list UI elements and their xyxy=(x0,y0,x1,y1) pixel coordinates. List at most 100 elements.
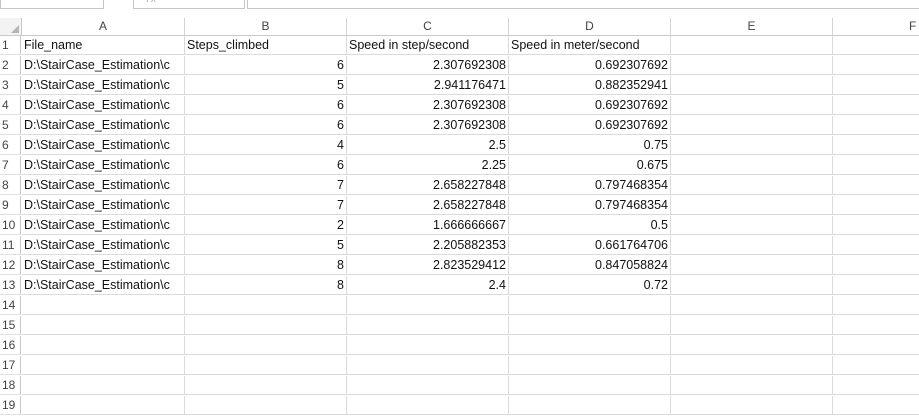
cell[interactable] xyxy=(671,396,833,415)
row-header[interactable]: 10 xyxy=(0,216,21,235)
cell[interactable] xyxy=(671,316,833,335)
cell[interactable]: D:\StairCase_Estimation\c xyxy=(22,56,185,75)
cell[interactable]: 0.675 xyxy=(509,156,671,175)
cell[interactable] xyxy=(671,216,833,235)
cell[interactable]: 1.666666667 xyxy=(347,216,509,235)
row-header[interactable]: 15 xyxy=(0,316,21,335)
cell[interactable] xyxy=(509,316,671,335)
row-header[interactable]: 13 xyxy=(0,276,21,295)
cell[interactable]: D:\StairCase_Estimation\c xyxy=(22,216,185,235)
cell[interactable] xyxy=(833,196,919,215)
cell[interactable]: 0.797468354 xyxy=(509,176,671,195)
cell[interactable]: 0.847058824 xyxy=(509,256,671,275)
column-header-b[interactable]: B xyxy=(185,18,347,36)
cell[interactable] xyxy=(185,396,347,415)
cell[interactable] xyxy=(833,96,919,115)
cell[interactable] xyxy=(185,316,347,335)
cell[interactable] xyxy=(833,316,919,335)
cell[interactable] xyxy=(833,156,919,175)
column-header-e[interactable]: E xyxy=(671,18,833,36)
cell[interactable] xyxy=(671,256,833,275)
cell[interactable] xyxy=(833,356,919,375)
cell[interactable]: File_name xyxy=(22,36,185,55)
cell[interactable] xyxy=(347,316,509,335)
cell[interactable] xyxy=(509,396,671,415)
cell[interactable] xyxy=(671,276,833,295)
row-header[interactable]: 14 xyxy=(0,296,21,315)
function-buttons[interactable]: fx xyxy=(133,0,245,9)
cell[interactable] xyxy=(347,296,509,315)
cell[interactable]: 0.72 xyxy=(509,276,671,295)
cell[interactable]: 2.941176471 xyxy=(347,76,509,95)
cell[interactable]: 6 xyxy=(185,56,347,75)
cell[interactable]: 0.5 xyxy=(509,216,671,235)
row-header[interactable]: 18 xyxy=(0,376,21,395)
cell[interactable] xyxy=(22,376,185,395)
cell[interactable] xyxy=(347,376,509,395)
cell[interactable]: D:\StairCase_Estimation\c xyxy=(22,196,185,215)
cell[interactable] xyxy=(833,256,919,275)
cell[interactable]: 2.307692308 xyxy=(347,116,509,135)
cell[interactable]: D:\StairCase_Estimation\c xyxy=(22,76,185,95)
cell[interactable]: 2 xyxy=(185,216,347,235)
row-header[interactable]: 2 xyxy=(0,56,21,75)
cell[interactable] xyxy=(833,336,919,355)
cell[interactable]: 6 xyxy=(185,116,347,135)
cell[interactable] xyxy=(833,76,919,95)
cell[interactable]: 7 xyxy=(185,196,347,215)
cell[interactable]: D:\StairCase_Estimation\c xyxy=(22,256,185,275)
select-all-button[interactable] xyxy=(0,18,22,36)
cell[interactable] xyxy=(185,356,347,375)
cell[interactable]: 2.5 xyxy=(347,136,509,155)
cell[interactable]: 2.823529412 xyxy=(347,256,509,275)
cell[interactable] xyxy=(671,376,833,395)
cell[interactable] xyxy=(185,376,347,395)
cell[interactable]: 8 xyxy=(185,256,347,275)
cell[interactable]: 5 xyxy=(185,236,347,255)
row-header[interactable]: 12 xyxy=(0,256,21,275)
cell[interactable] xyxy=(833,236,919,255)
cell[interactable] xyxy=(833,56,919,75)
cell[interactable]: 0.692307692 xyxy=(509,56,671,75)
cell[interactable]: D:\StairCase_Estimation\c xyxy=(22,236,185,255)
cell[interactable] xyxy=(671,296,833,315)
cell[interactable] xyxy=(22,316,185,335)
row-header[interactable]: 17 xyxy=(0,356,21,375)
cell[interactable] xyxy=(833,176,919,195)
row-header[interactable]: 4 xyxy=(0,96,21,115)
cell[interactable]: 2.658227848 xyxy=(347,176,509,195)
cell[interactable] xyxy=(671,156,833,175)
row-header[interactable]: 7 xyxy=(0,156,21,175)
column-header-f[interactable]: F xyxy=(833,18,919,36)
cell[interactable] xyxy=(347,356,509,375)
cell[interactable]: Steps_climbed xyxy=(185,36,347,55)
cell[interactable] xyxy=(347,396,509,415)
cell[interactable]: D:\StairCase_Estimation\c xyxy=(22,136,185,155)
cell[interactable]: 8 xyxy=(185,276,347,295)
row-header[interactable]: 5 xyxy=(0,116,21,135)
cell[interactable]: 0.692307692 xyxy=(509,96,671,115)
cell[interactable] xyxy=(671,356,833,375)
cell[interactable]: 2.307692308 xyxy=(347,56,509,75)
cell[interactable]: 0.882352941 xyxy=(509,76,671,95)
row-header[interactable]: 8 xyxy=(0,176,21,195)
cell[interactable] xyxy=(833,296,919,315)
cell[interactable]: 7 xyxy=(185,176,347,195)
cell[interactable] xyxy=(833,376,919,395)
cell[interactable] xyxy=(509,376,671,395)
cell[interactable] xyxy=(347,336,509,355)
row-header[interactable]: 3 xyxy=(0,76,21,95)
formula-input[interactable] xyxy=(247,0,919,9)
row-header[interactable]: 1 xyxy=(0,36,21,55)
cell[interactable] xyxy=(509,356,671,375)
cell[interactable] xyxy=(671,36,833,55)
cell[interactable]: D:\StairCase_Estimation\c xyxy=(22,116,185,135)
cell[interactable] xyxy=(671,116,833,135)
cell[interactable] xyxy=(671,196,833,215)
row-header[interactable]: 19 xyxy=(0,396,21,415)
cell[interactable] xyxy=(509,336,671,355)
cell[interactable] xyxy=(22,296,185,315)
cell[interactable]: D:\StairCase_Estimation\c xyxy=(22,156,185,175)
cell[interactable] xyxy=(185,336,347,355)
row-header[interactable]: 16 xyxy=(0,336,21,355)
